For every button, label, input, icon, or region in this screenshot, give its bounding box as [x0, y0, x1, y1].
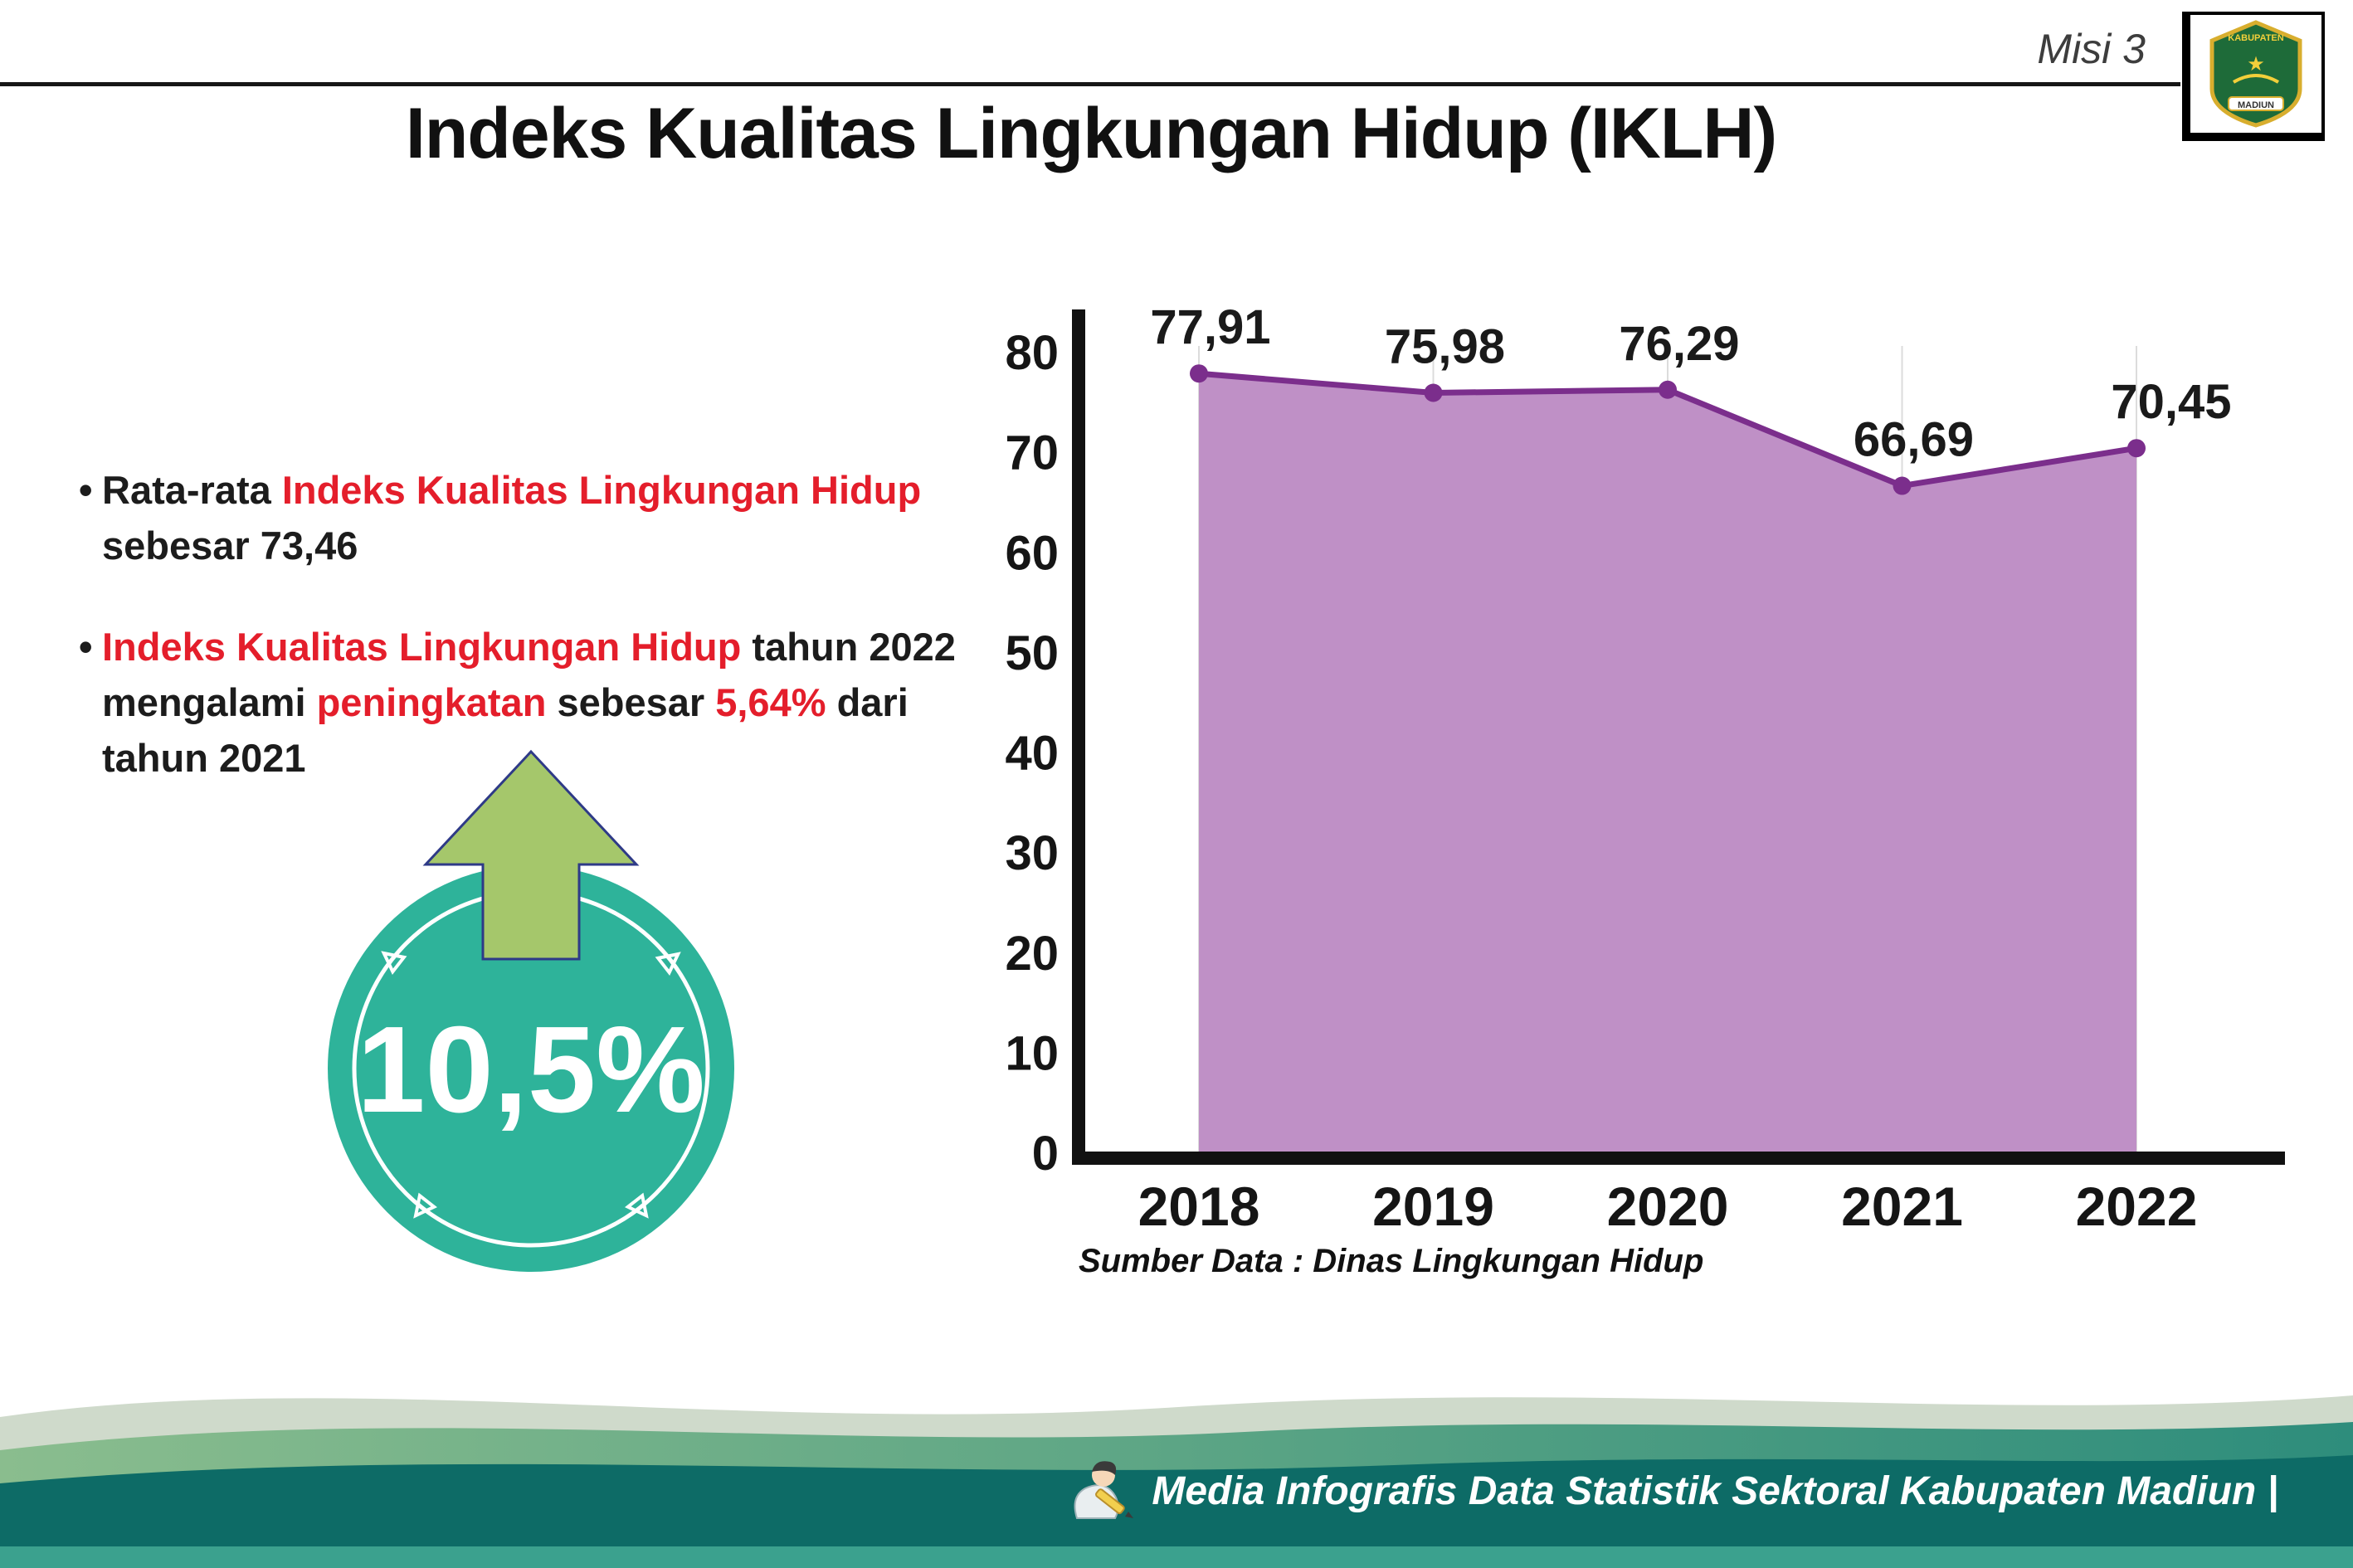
crest-wheat-icon	[2232, 74, 2280, 84]
misi-label: Misi 3	[2037, 26, 2146, 72]
bullet-text-segment: tahun 2022 mengalami	[102, 625, 956, 725]
mascot-icon	[1074, 1461, 1134, 1519]
chart-ytick-label: 20	[1005, 927, 1059, 981]
wave-dark-teal	[0, 1455, 2353, 1568]
chart-point	[1424, 383, 1443, 402]
chart-value-label: 76,29	[1619, 317, 1739, 371]
bullet-text-segment: 5,64%	[715, 680, 826, 725]
chart-ytick-label: 50	[1005, 626, 1059, 680]
chart-xtick-label: 2019	[1372, 1176, 1494, 1237]
bullet-text-segment: sebesar 73,46	[102, 523, 358, 567]
bullet-text-segment: dari tahun 2021	[102, 680, 909, 780]
chart-xtick-label: 2021	[1841, 1176, 1963, 1237]
chart-point	[1190, 364, 1208, 383]
bullet-list: • Rata-rata Indeks Kualitas Lingkungan Hi…	[79, 463, 975, 833]
chart-ytick-label: 30	[1005, 826, 1059, 880]
chart-xtick-label: 2022	[2076, 1176, 2198, 1237]
page-title: Indeks Kualitas Lingkungan Hidup (IKLH)	[405, 94, 1777, 173]
chart-ytick-label: 0	[1032, 1127, 1059, 1181]
chart-ytick-label: 60	[1005, 526, 1059, 580]
header-rule	[0, 82, 2180, 86]
up-arrow-icon	[422, 749, 640, 961]
bullet-text-segment: Indeks Kualitas Lingkungan Hidup	[281, 468, 922, 512]
chart-y-axis	[1072, 309, 1085, 1161]
kabupaten-madiun-logo: KABUPATEN ★ MADIUN	[2182, 12, 2325, 141]
crest-banner	[2228, 96, 2284, 111]
source-note: Sumber Data : Dinas Lingkungan Hidup	[1079, 1243, 1704, 1279]
footer-waves	[0, 1395, 2353, 1568]
bullet-item: • Rata-rata Indeks Kualitas Lingkungan Hi…	[79, 463, 975, 573]
bullet-item: • Indeks Kualitas Lingkungan Hidup tahun …	[79, 620, 975, 786]
chart-value-label: 75,98	[1385, 319, 1505, 373]
kabupaten-madiun-crest-icon: KABUPATEN ★ MADIUN	[2209, 20, 2302, 128]
ring-triangle-icon	[413, 1192, 437, 1219]
chart-area	[1199, 373, 2136, 1153]
chart-xtick-label: 2020	[1607, 1176, 1729, 1237]
bullet-text-segment: sebesar	[546, 680, 716, 725]
chart-value-label: 77,91	[1150, 300, 1270, 354]
bullet-text-segment: peningkatan	[316, 680, 547, 725]
chart-xtick-label: 2018	[1138, 1176, 1260, 1237]
chart-ytick-label: 10	[1005, 1026, 1059, 1080]
chart-ytick-label: 70	[1005, 426, 1059, 480]
badge-value: 10,5%	[357, 1001, 705, 1138]
crest-star-icon: ★	[2247, 53, 2265, 75]
ring-triangle-icon	[381, 951, 407, 975]
chart-point	[2127, 439, 2146, 458]
bullet-marker: •	[79, 625, 93, 670]
chart-x-axis	[1072, 1152, 2285, 1165]
bullet-text-segment: Rata-rata	[102, 468, 282, 512]
chart-container: 0 10 20 30 40 50 60 70 80 2018 2019 2020 2021 2022 77,…	[996, 295, 2323, 1253]
chart-point	[1893, 476, 1912, 495]
increase-badge: 10,5%	[328, 747, 734, 1282]
ring-triangle-icon	[655, 952, 681, 976]
chart-ytick-label: 40	[1005, 727, 1059, 781]
crest-top-text: KABUPATEN	[2228, 33, 2283, 43]
footer-credit-text: Media Infografis Data Statistik Sektoral…	[1152, 1468, 2278, 1513]
chart-ytick-label: 80	[1005, 326, 1059, 380]
bullet-marker: •	[79, 468, 93, 512]
chart-value-label: 66,69	[1854, 413, 1974, 467]
bullet-text-segment: Indeks Kualitas Lingkungan Hidup	[102, 625, 742, 670]
iklh-area-chart: 0 10 20 30 40 50 60 70 80 2018 2019 2020 2021 2022 77,…	[1005, 300, 2285, 1237]
badge-circle	[328, 865, 734, 1272]
footer-credit: Media Infografis Data Statistik Sektoral…	[1060, 1454, 2278, 1528]
wave-bottom-strip	[0, 1546, 2353, 1568]
chart-point	[1659, 380, 1677, 399]
ring-triangle-icon	[625, 1192, 649, 1219]
chart-value-label: 70,45	[2111, 375, 2231, 429]
crest-bottom-text: MADIUN	[2238, 100, 2274, 110]
